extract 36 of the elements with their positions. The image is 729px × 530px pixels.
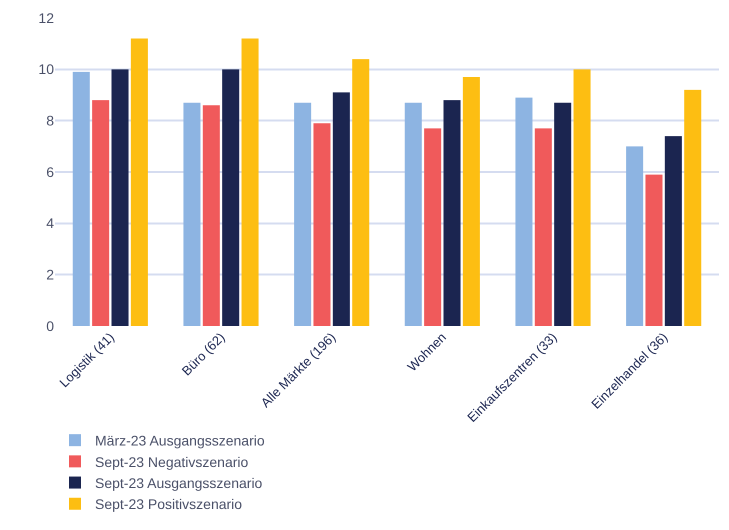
bar (92, 100, 110, 326)
bar (684, 90, 702, 326)
bar (242, 38, 259, 326)
bar (183, 102, 200, 326)
bar (554, 102, 572, 326)
bar (626, 146, 644, 326)
bar (664, 136, 682, 326)
y-tick-label: 2 (46, 266, 54, 283)
bar (112, 69, 129, 326)
legend-label: Sept-23 Positivszenario (95, 496, 242, 512)
x-tick-label: Büro (62) (178, 330, 228, 379)
legend-label: März-23 Ausgangsszenario (95, 432, 265, 449)
bar (574, 69, 591, 326)
bar (515, 98, 532, 326)
y-tick-label: 0 (46, 318, 54, 334)
y-tick-label: 8 (46, 112, 54, 129)
bar (202, 105, 220, 326)
legend-label: Sept-23 Ausgangsszenario (95, 475, 263, 492)
bar (404, 102, 422, 326)
bar (444, 100, 461, 326)
bar (332, 92, 350, 326)
bar (72, 72, 90, 326)
bar (645, 174, 662, 326)
bar (424, 128, 442, 326)
y-tick-label: 6 (46, 164, 54, 180)
bar (534, 128, 552, 326)
bar (462, 77, 480, 326)
y-tick-label: 12 (38, 10, 54, 26)
bar (352, 59, 370, 326)
bar (313, 123, 330, 326)
bar (130, 38, 148, 326)
legend-label: Sept-23 Negativszenario (95, 454, 249, 470)
y-tick-label: 4 (46, 215, 54, 232)
bar (294, 102, 312, 326)
y-tick-label: 10 (38, 61, 54, 78)
bar (222, 69, 240, 326)
